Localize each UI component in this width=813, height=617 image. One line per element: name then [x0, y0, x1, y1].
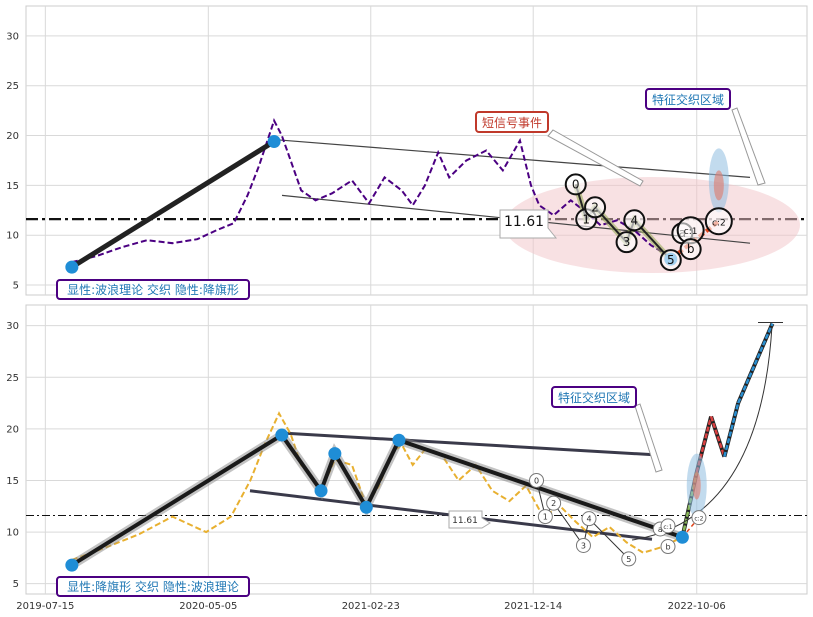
x-tick-label: 2022-10-06 — [668, 601, 726, 612]
top-wave-label-circle — [659, 249, 682, 272]
bottom-wave-label: 2 — [551, 499, 556, 508]
top-wave-label: 1 — [582, 212, 590, 226]
top-wave-label-circle — [615, 231, 638, 254]
bottom-price-series — [71, 411, 683, 561]
bottom-pivot-marker — [675, 530, 689, 544]
top-y-tick-label: 5 — [13, 281, 19, 292]
bottom-wave-label: 4 — [586, 515, 591, 524]
top-y-tick-label: 20 — [6, 131, 19, 142]
bottom-flag-upper-line — [281, 431, 653, 457]
top-pattern-box — [56, 279, 250, 300]
bottom-wave-label-circle — [621, 551, 637, 567]
bottom-wave-label: 5 — [626, 555, 631, 564]
bottom-y-tick-label: 20 — [6, 424, 19, 435]
top-wave-label: 3 — [623, 235, 631, 249]
top-trend-line — [70, 139, 276, 270]
top-wave-label: c:1 — [684, 227, 698, 237]
bottom-pattern-text: 显性:降旗形 交织 隐性:波浪理论 — [67, 579, 239, 594]
top-wave-label-circle — [584, 196, 607, 219]
top-y-tick-label: 15 — [6, 181, 19, 192]
top-feature-zone-box — [645, 88, 731, 110]
bottom-wave-label-circle — [546, 495, 562, 511]
top-short-signal-text: 短信号事件 — [482, 116, 542, 130]
top-y-tick-label: 10 — [6, 231, 19, 242]
x-tick-label: 2020-05-05 — [179, 601, 237, 612]
bottom-wave-label: 0 — [534, 476, 539, 485]
top-wave-label: 5 — [667, 253, 675, 267]
bottom-pivot-marker — [392, 433, 406, 447]
top-wave-label-circle — [679, 238, 702, 261]
bottom-wave-label-circle — [660, 539, 676, 555]
bottom-wave-label: a — [658, 525, 663, 534]
top-target-core — [713, 170, 724, 201]
top-feature-zone-text: 特征交织区域 — [652, 92, 724, 107]
top-pivot-marker — [267, 135, 281, 149]
bottom-pivot-marker — [65, 558, 79, 572]
top-price-tag-label: 11.61 — [504, 214, 544, 230]
top-price-tag — [499, 209, 558, 239]
bottom-target-core — [692, 471, 701, 500]
bottom-price-tag-label: 11.61 — [452, 516, 478, 526]
bottom-y-tick-label: 25 — [6, 373, 19, 384]
bottom-y-tick-label: 30 — [6, 321, 19, 332]
bottom-wave-label: c:2 — [694, 516, 703, 523]
bottom-wave-label-circle — [529, 472, 545, 488]
top-wave-label-circle — [704, 207, 733, 236]
bottom-wave-label: b — [665, 543, 670, 552]
bottom-wave-label-circle — [660, 518, 676, 534]
bottom-wave-label-circle — [581, 511, 597, 527]
top-feature-zone-arrow — [731, 107, 766, 186]
top-pattern-text: 显性:波浪理论 交织 隐性:降旗形 — [67, 282, 239, 297]
bottom-y-tick-label: 10 — [6, 528, 19, 539]
bottom-pivot-marker — [328, 447, 342, 461]
bottom-projection-segment — [723, 402, 740, 458]
top-wave-label: 4 — [630, 213, 638, 227]
bottom-wave-label-circle — [575, 537, 591, 553]
top-wave-label: b — [687, 242, 695, 256]
bottom-projection-segment — [681, 471, 698, 538]
bottom-projection-segment — [737, 323, 774, 404]
top-pivot-marker — [65, 260, 79, 274]
bottom-feature-zone-text: 特征交织区域 — [558, 390, 630, 405]
bottom-feature-zone-box — [551, 386, 637, 408]
top-flag-upper-line — [274, 138, 751, 179]
top-short-signal-arrow — [547, 129, 644, 187]
bottom-wave-label-circle — [537, 509, 553, 525]
bottom-feature-zone-arrow — [634, 403, 663, 473]
top-wave-label: c:2 — [712, 218, 726, 228]
bottom-wave-label-circle — [691, 510, 707, 526]
bottom-price-tag — [448, 510, 491, 529]
bottom-wave-label: c:1 — [663, 524, 672, 531]
top-wave-label: 0 — [572, 177, 580, 191]
bottom-pivot-marker — [359, 500, 373, 514]
bottom-projection-segment — [709, 416, 726, 458]
x-tick-label: 2021-02-23 — [342, 601, 400, 612]
bottom-wave-label: 3 — [581, 541, 586, 550]
top-wave-label-circle — [623, 209, 646, 232]
bottom-pivot-marker — [275, 428, 289, 442]
bottom-y-tick-label: 5 — [13, 579, 19, 590]
bottom-y-tick-label: 15 — [6, 476, 19, 487]
x-tick-label: 2021-12-14 — [504, 601, 562, 612]
top-y-tick-label: 25 — [6, 81, 19, 92]
x-tick-label: 2019-07-15 — [16, 601, 74, 612]
bottom-wave-label: 1 — [543, 513, 548, 522]
top-price-series — [71, 118, 672, 264]
top-short-signal-box — [475, 111, 549, 133]
top-wave-label-circle — [564, 173, 587, 196]
bottom-panel: 2019-07-15 2020-05-05 2021-02-23 2021-12-14… — [16, 322, 807, 612]
bottom-pattern-box — [56, 576, 250, 597]
top-y-tick-label: 30 — [6, 31, 19, 42]
bottom-pivot-marker — [314, 484, 328, 498]
top-wave-label: 2 — [591, 200, 599, 214]
